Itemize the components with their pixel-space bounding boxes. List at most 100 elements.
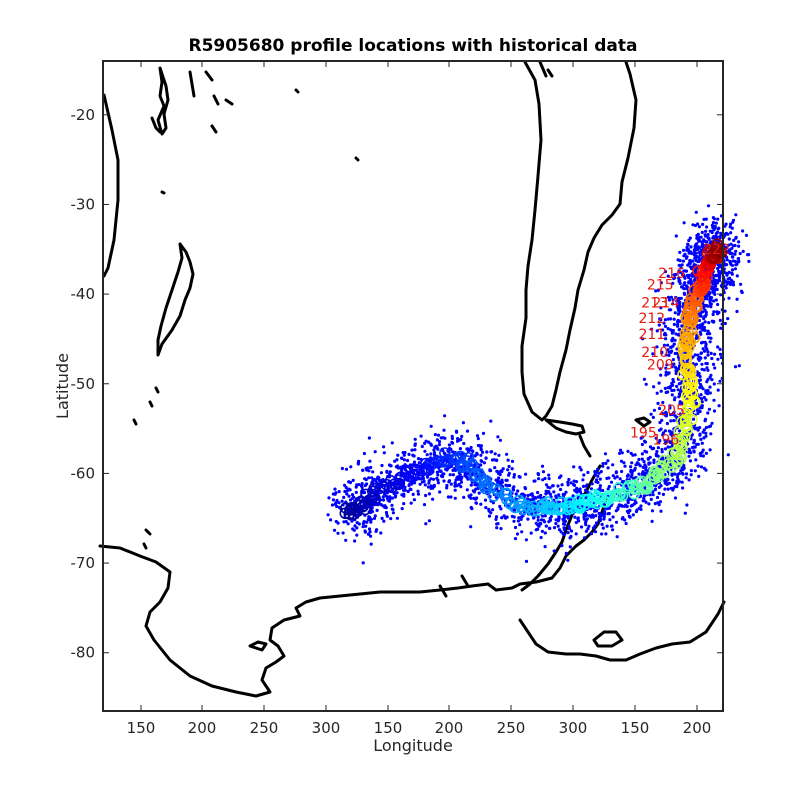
historical-point — [674, 295, 678, 300]
historical-point — [499, 469, 503, 473]
historical-point — [341, 531, 345, 535]
historical-point — [498, 504, 502, 509]
historical-point — [672, 419, 676, 423]
historical-point — [598, 484, 603, 488]
profile-point — [578, 493, 591, 506]
historical-point — [702, 436, 706, 440]
historical-point — [379, 471, 383, 475]
historical-point — [336, 531, 340, 535]
historical-point — [369, 465, 373, 470]
historical-point — [642, 498, 646, 502]
historical-point — [684, 476, 688, 480]
historical-point — [705, 240, 709, 244]
historical-point — [483, 498, 488, 502]
historical-point — [512, 473, 517, 477]
historical-point — [661, 328, 665, 332]
historical-point — [678, 279, 682, 283]
historical-point — [487, 507, 491, 511]
historical-point — [373, 450, 377, 454]
historical-point — [562, 492, 567, 496]
historical-point — [477, 491, 481, 495]
historical-point — [677, 392, 682, 396]
historical-point — [362, 490, 367, 495]
historical-point — [512, 515, 516, 519]
historical-point — [667, 429, 672, 433]
historical-point — [601, 462, 605, 466]
historical-point — [361, 521, 365, 526]
historical-point — [706, 368, 710, 372]
historical-point — [431, 497, 435, 501]
historical-point — [576, 488, 580, 492]
profile-label: 210 — [641, 345, 668, 361]
historical-point — [695, 236, 699, 240]
historical-point — [668, 386, 672, 390]
historical-point — [494, 478, 498, 482]
historical-point — [335, 498, 339, 503]
historical-point — [605, 507, 610, 511]
historical-point — [671, 302, 675, 306]
historical-point — [666, 295, 671, 299]
historical-point — [333, 487, 337, 491]
historical-point — [443, 414, 447, 418]
historical-point — [640, 457, 644, 461]
historical-point — [661, 431, 666, 435]
historical-point — [360, 484, 364, 488]
historical-point — [700, 397, 704, 401]
historical-point — [407, 483, 411, 488]
historical-point — [700, 406, 704, 410]
historical-point — [568, 545, 572, 549]
historical-point — [465, 429, 470, 433]
historical-point — [476, 437, 480, 441]
historical-point — [559, 530, 563, 534]
historical-point — [706, 236, 710, 240]
historical-point — [547, 526, 552, 530]
historical-point — [700, 244, 704, 248]
historical-point — [671, 298, 675, 302]
historical-point — [685, 246, 689, 250]
historical-point — [664, 353, 668, 357]
historical-point — [654, 436, 658, 440]
historical-point — [361, 561, 365, 565]
historical-point — [590, 482, 594, 486]
historical-point — [698, 432, 702, 436]
historical-point — [734, 263, 738, 267]
historical-point — [676, 481, 680, 486]
historical-point — [717, 274, 721, 278]
x-tick-label: 250 — [250, 719, 279, 737]
historical-point — [607, 476, 611, 480]
historical-point — [696, 464, 700, 468]
historical-point — [730, 255, 735, 259]
historical-point — [352, 528, 356, 532]
historical-point — [396, 453, 400, 457]
historical-point — [637, 457, 641, 462]
historical-point — [609, 480, 614, 484]
historical-point — [700, 441, 704, 445]
historical-point — [544, 524, 548, 528]
historical-point — [690, 274, 694, 278]
historical-point — [370, 509, 374, 513]
historical-point — [697, 313, 701, 317]
historical-point — [671, 383, 675, 387]
historical-point — [723, 309, 727, 313]
historical-point — [701, 328, 705, 332]
historical-point — [630, 473, 634, 477]
historical-point — [597, 511, 601, 516]
historical-point — [497, 476, 501, 480]
historical-point — [702, 428, 706, 432]
profile-point — [392, 478, 405, 491]
historical-point — [699, 465, 704, 469]
historical-point — [360, 482, 364, 486]
historical-point — [677, 263, 681, 267]
historical-point — [657, 381, 661, 385]
historical-point — [456, 437, 460, 441]
historical-point — [388, 470, 392, 474]
historical-point — [696, 411, 700, 415]
historical-point — [677, 429, 682, 433]
historical-point — [702, 349, 707, 353]
coastline-falklands — [634, 416, 652, 428]
historical-point — [706, 329, 710, 333]
historical-point — [512, 508, 517, 512]
historical-point — [694, 210, 698, 214]
historical-point — [499, 527, 503, 531]
historical-point — [691, 223, 695, 227]
